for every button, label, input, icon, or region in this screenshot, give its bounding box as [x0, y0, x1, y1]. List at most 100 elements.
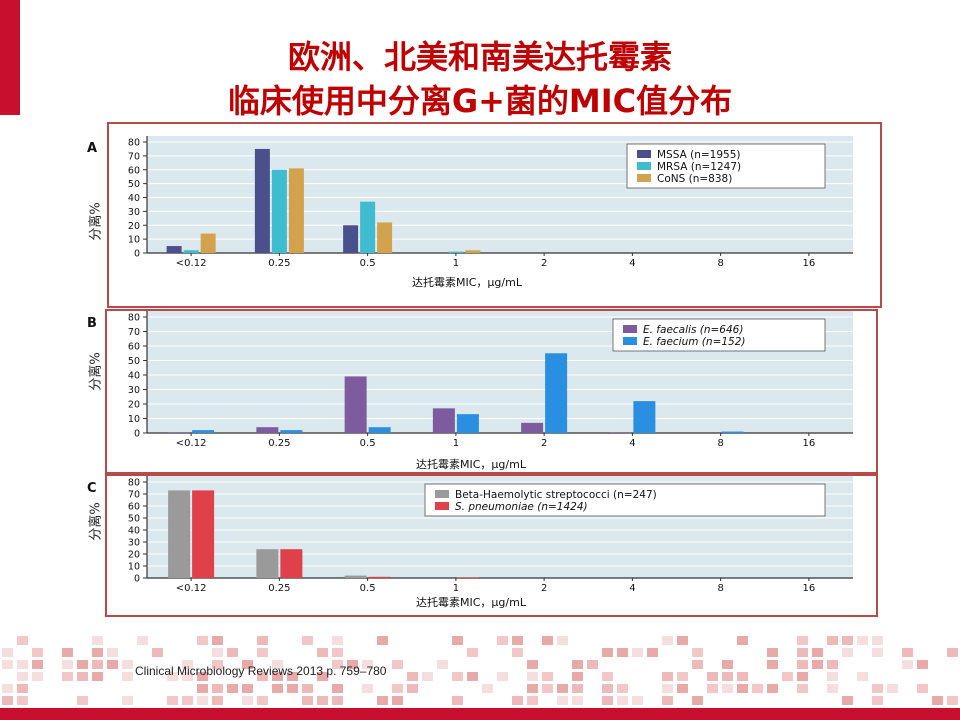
- x-tick-label: 16: [803, 583, 816, 594]
- legend-label: CoNS (n=838): [657, 173, 732, 185]
- x-tick-label: 0.25: [268, 438, 290, 449]
- y-tick-label: 50: [128, 179, 140, 190]
- y-tick-label: 10: [128, 235, 140, 246]
- x-tick-label: 4: [629, 258, 635, 269]
- pattern-square: [242, 684, 253, 693]
- pattern-square: [482, 684, 493, 693]
- pattern-square: [677, 636, 688, 645]
- x-tick-label: 0.25: [268, 258, 290, 269]
- y-tick-label: 80: [128, 313, 140, 324]
- pattern-square: [182, 672, 193, 681]
- pattern-square: [497, 636, 508, 645]
- y-axis-label: 分离%: [88, 352, 104, 391]
- pattern-square: [842, 636, 853, 645]
- pattern-square: [242, 660, 253, 669]
- x-tick-label: 2: [541, 438, 547, 449]
- pattern-square: [617, 648, 628, 657]
- pattern-square: [902, 660, 913, 669]
- bar: [183, 250, 199, 253]
- x-tick-label: 0.5: [360, 258, 376, 269]
- legend-box: [612, 318, 826, 352]
- bar: [256, 549, 279, 578]
- x-tick-label: 16: [803, 438, 816, 449]
- pattern-square: [497, 672, 508, 681]
- x-tick-label: 1: [453, 438, 459, 449]
- pattern-square: [242, 696, 253, 705]
- bar: [721, 431, 744, 433]
- pattern-square: [827, 636, 838, 645]
- y-tick-label: 0: [134, 249, 140, 260]
- pattern-square: [662, 684, 673, 693]
- bar: [192, 430, 215, 433]
- y-tick-label: 40: [128, 371, 140, 382]
- legend-swatch: [637, 162, 651, 170]
- pattern-square: [542, 636, 553, 645]
- pattern-square: [887, 684, 898, 693]
- pattern-square: [602, 672, 613, 681]
- pattern-square: [167, 672, 178, 681]
- pattern-square: [62, 672, 73, 681]
- pattern-square: [452, 636, 463, 645]
- pattern-square: [647, 648, 658, 657]
- pattern-square: [272, 672, 283, 681]
- pattern-square: [257, 696, 268, 705]
- pattern-square: [512, 648, 523, 657]
- pattern-square: [842, 696, 853, 705]
- pattern-square: [122, 672, 133, 681]
- legend-swatch: [435, 490, 449, 498]
- pattern-square: [92, 672, 103, 681]
- pattern-square: [257, 636, 268, 645]
- pattern-square: [512, 636, 523, 645]
- pattern-square: [767, 660, 778, 669]
- x-tick-label: 8: [717, 438, 723, 449]
- y-tick-label: 50: [128, 514, 140, 525]
- pattern-square: [452, 672, 463, 681]
- pattern-square: [527, 696, 538, 705]
- y-tick-label: 40: [128, 526, 140, 537]
- pattern-square: [197, 672, 208, 681]
- pattern-square: [92, 648, 103, 657]
- bar: [432, 408, 455, 433]
- pattern-square: [302, 684, 313, 693]
- pattern-square: [62, 648, 73, 657]
- pattern-square: [797, 684, 808, 693]
- pattern-square: [227, 684, 238, 693]
- y-tick-label: 70: [128, 490, 140, 501]
- y-tick-label: 30: [128, 207, 140, 218]
- bar: [545, 353, 568, 433]
- pattern-square: [617, 684, 628, 693]
- pattern-square: [347, 660, 358, 669]
- y-tick-label: 70: [128, 327, 140, 338]
- bottom-accent-bar: [0, 708, 960, 720]
- x-tick-label: 1: [453, 583, 459, 594]
- legend-box: [424, 483, 826, 517]
- x-tick-label: 2: [541, 583, 547, 594]
- bar: [166, 246, 182, 253]
- pattern-square: [692, 648, 703, 657]
- x-tick-label: 16: [803, 258, 816, 269]
- pattern-square: [332, 648, 343, 657]
- pattern-square: [527, 672, 538, 681]
- pattern-square: [767, 648, 778, 657]
- pattern-square: [137, 636, 148, 645]
- pattern-square: [542, 684, 553, 693]
- pattern-square: [332, 696, 343, 705]
- citation: Clinical Microbiology Reviews 2013 p. 75…: [135, 664, 387, 678]
- pattern-square: [572, 660, 583, 669]
- bar: [456, 577, 479, 578]
- x-tick-label: 8: [717, 258, 723, 269]
- y-tick-label: 60: [128, 342, 140, 353]
- pattern-square: [32, 660, 43, 669]
- legend-swatch: [623, 337, 637, 345]
- pattern-square: [257, 672, 268, 681]
- bar: [448, 251, 464, 253]
- pattern-square: [332, 660, 343, 669]
- pattern-square: [752, 684, 763, 693]
- pattern-square: [287, 672, 298, 681]
- y-tick-label: 70: [128, 151, 140, 162]
- bar: [254, 148, 270, 253]
- bar: [609, 432, 632, 433]
- bar: [633, 401, 656, 433]
- y-tick-label: 30: [128, 385, 140, 396]
